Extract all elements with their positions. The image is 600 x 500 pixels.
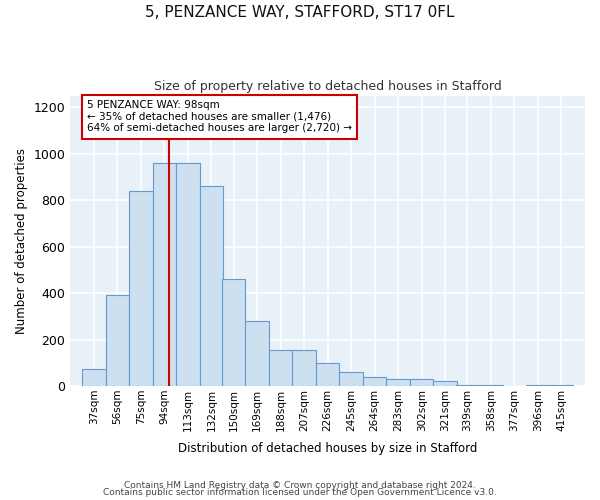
Bar [152, 163, 176, 386]
Text: Contains public sector information licensed under the Open Government Licence v3: Contains public sector information licen… [103, 488, 497, 497]
Bar [129, 191, 152, 386]
Text: 5, PENZANCE WAY, STAFFORD, ST17 0FL: 5, PENZANCE WAY, STAFFORD, ST17 0FL [145, 5, 455, 20]
Bar [456, 385, 479, 386]
Bar [363, 376, 386, 386]
Text: 5 PENZANCE WAY: 98sqm
← 35% of detached houses are smaller (1,476)
64% of semi-d: 5 PENZANCE WAY: 98sqm ← 35% of detached … [87, 100, 352, 134]
Bar [82, 368, 106, 386]
Bar [550, 385, 573, 386]
Bar [245, 321, 269, 386]
Bar [200, 186, 223, 386]
Bar [292, 350, 316, 386]
Bar [340, 372, 363, 386]
Bar [269, 350, 292, 386]
Y-axis label: Number of detached properties: Number of detached properties [15, 148, 28, 334]
Bar [526, 385, 550, 386]
Bar [222, 279, 245, 386]
Bar [410, 379, 433, 386]
Bar [316, 363, 340, 386]
Bar [386, 379, 410, 386]
Bar [479, 385, 503, 386]
Title: Size of property relative to detached houses in Stafford: Size of property relative to detached ho… [154, 80, 502, 93]
Text: Contains HM Land Registry data © Crown copyright and database right 2024.: Contains HM Land Registry data © Crown c… [124, 480, 476, 490]
Bar [433, 382, 457, 386]
Bar [176, 163, 200, 386]
X-axis label: Distribution of detached houses by size in Stafford: Distribution of detached houses by size … [178, 442, 478, 455]
Bar [106, 296, 129, 386]
